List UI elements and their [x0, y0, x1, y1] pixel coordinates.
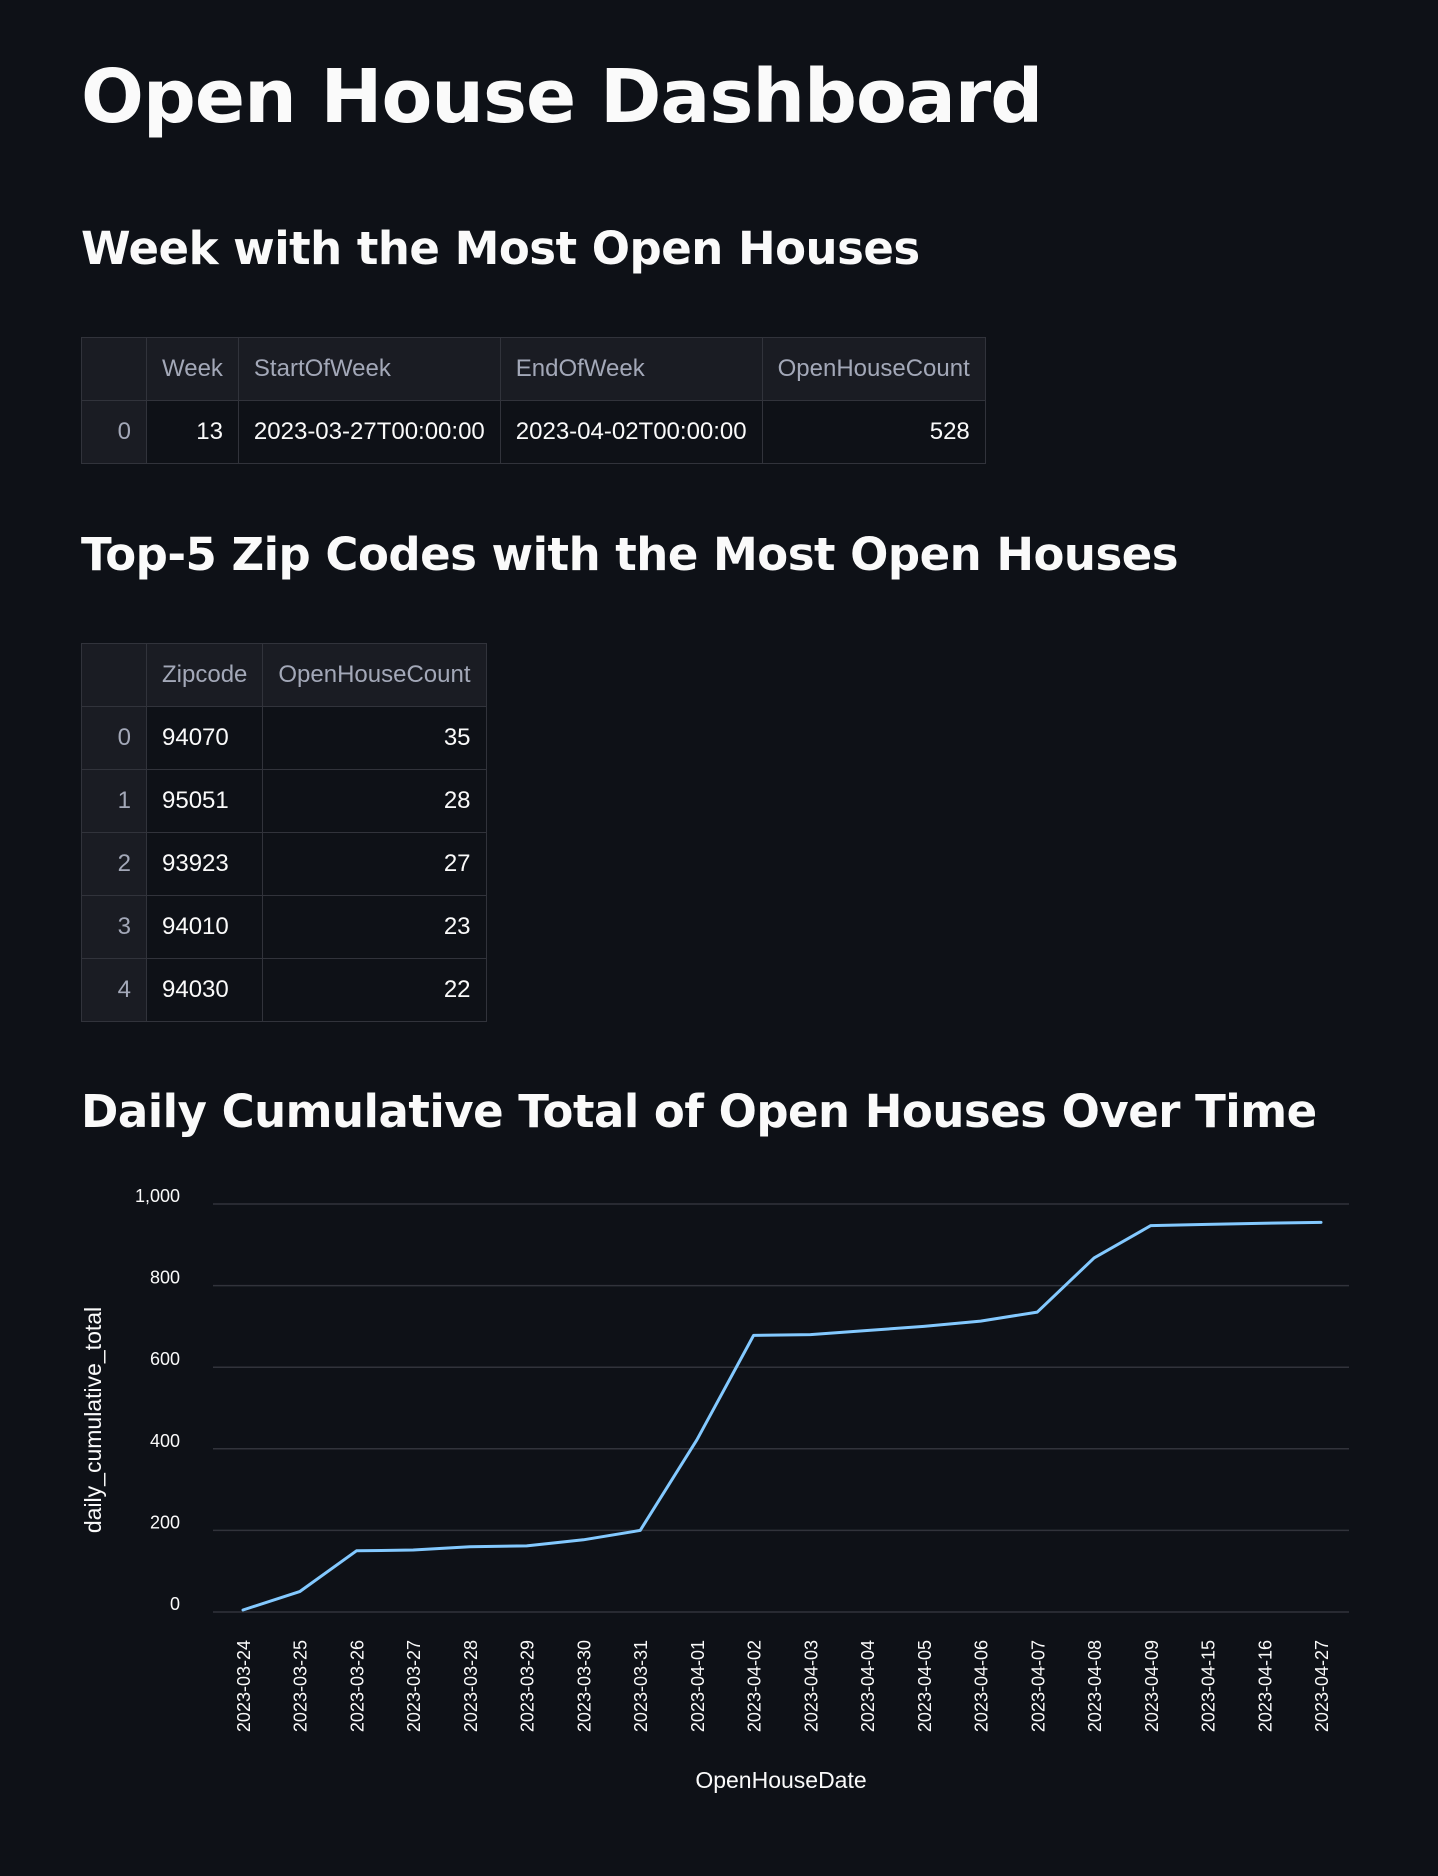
- x-tick-label: 2023-04-16: [1255, 1640, 1275, 1732]
- end-of-week-cell[interactable]: 2023-04-02T00:00:00: [499, 400, 763, 464]
- x-tick-label: 2023-04-01: [688, 1640, 708, 1732]
- section-heading-top-zipcodes: Top-5 Zip Codes with the Most Open House…: [81, 528, 1179, 581]
- top-zipcodes-table[interactable]: Zipcode OpenHouseCount 0 94070 35 1 9505…: [81, 643, 487, 1022]
- open-house-count-cell[interactable]: 528: [761, 400, 986, 464]
- row-index: 0: [81, 400, 147, 464]
- section-heading-top-week: Week with the Most Open Houses: [81, 222, 920, 275]
- x-tick-label: 2023-04-06: [972, 1640, 992, 1732]
- x-tick-label: 2023-04-09: [1142, 1640, 1162, 1732]
- zipcode-cell[interactable]: 94030: [145, 958, 264, 1022]
- open-house-count-cell[interactable]: 35: [262, 706, 487, 770]
- table-header-row: Zipcode OpenHouseCount: [81, 643, 487, 707]
- index-header: [81, 643, 147, 707]
- x-tick-label: 2023-04-07: [1028, 1640, 1048, 1732]
- column-header[interactable]: OpenHouseCount: [761, 337, 986, 401]
- open-house-count-cell[interactable]: 23: [262, 895, 487, 959]
- y-tick-label: 200: [150, 1512, 180, 1532]
- y-tick-label: 0: [170, 1594, 180, 1614]
- zipcode-cell[interactable]: 94070: [145, 706, 264, 770]
- x-tick-label: 2023-04-27: [1312, 1640, 1332, 1732]
- x-tick-label: 2023-03-30: [574, 1640, 594, 1732]
- series-line: [241, 1220, 1323, 1612]
- open-house-count-cell[interactable]: 28: [262, 769, 487, 833]
- x-tick-label: 2023-03-26: [347, 1640, 367, 1732]
- week-cell[interactable]: 13: [146, 400, 239, 464]
- x-tick-label: 2023-03-31: [631, 1640, 651, 1732]
- table-header-row: Week StartOfWeek EndOfWeek OpenHouseCoun…: [81, 337, 986, 401]
- section-heading-cumulative-chart: Daily Cumulative Total of Open Houses Ov…: [81, 1085, 1317, 1138]
- zipcode-cell[interactable]: 95051: [145, 769, 264, 833]
- row-index: 3: [81, 895, 147, 959]
- y-axis-title: daily_cumulative_total: [81, 1307, 106, 1533]
- zipcode-cell[interactable]: 94010: [145, 895, 264, 959]
- row-index: 4: [81, 958, 147, 1022]
- x-tick-label: 2023-04-04: [858, 1640, 878, 1732]
- open-house-count-cell[interactable]: 22: [262, 958, 487, 1022]
- chart-svg[interactable]: 0 200 400 600 800 1,000 2023-03-24 2023-03-25 20…: [80, 1180, 1371, 1800]
- row-index: 2: [81, 832, 147, 896]
- y-tick-label: 400: [150, 1431, 180, 1451]
- open-house-count-cell[interactable]: 27: [262, 832, 487, 896]
- x-axis-title: OpenHouseDate: [695, 1767, 866, 1793]
- table-row[interactable]: 0 94070 35: [81, 706, 487, 770]
- table-row[interactable]: 3 94010 23: [81, 895, 487, 959]
- y-tick-label: 600: [150, 1349, 180, 1369]
- row-index: 1: [81, 769, 147, 833]
- x-tick-label: 2023-04-02: [745, 1640, 765, 1732]
- row-index: 0: [81, 706, 147, 770]
- x-tick-label: 2023-04-05: [915, 1640, 935, 1732]
- column-header[interactable]: Week: [146, 337, 239, 401]
- column-header[interactable]: StartOfWeek: [237, 337, 501, 401]
- y-tick-label: 1,000: [135, 1186, 180, 1206]
- page-title: Open House Dashboard: [81, 54, 1043, 140]
- cumulative-line-chart[interactable]: 0 200 400 600 800 1,000 2023-03-24 2023-03-25 20…: [80, 1180, 1371, 1804]
- table-row[interactable]: 0 13 2023-03-27T00:00:00 2023-04-02T00:0…: [81, 400, 986, 464]
- x-tick-label: 2023-03-25: [291, 1640, 311, 1732]
- table-row[interactable]: 4 94030 22: [81, 958, 487, 1022]
- zipcode-cell[interactable]: 93923: [145, 832, 264, 896]
- index-header: [81, 337, 147, 401]
- y-tick-label: 800: [150, 1268, 180, 1288]
- column-header[interactable]: Zipcode: [145, 643, 264, 707]
- x-tick-label: 2023-03-29: [518, 1640, 538, 1732]
- x-tick-label: 2023-03-28: [461, 1640, 481, 1732]
- x-tick-label: 2023-04-08: [1085, 1640, 1105, 1732]
- x-tick-label: 2023-04-15: [1199, 1640, 1219, 1732]
- column-header[interactable]: OpenHouseCount: [262, 643, 487, 707]
- top-week-table[interactable]: Week StartOfWeek EndOfWeek OpenHouseCoun…: [81, 337, 986, 464]
- x-tick-label: 2023-03-24: [234, 1640, 254, 1732]
- column-header[interactable]: EndOfWeek: [499, 337, 763, 401]
- x-tick-label: 2023-04-03: [801, 1640, 821, 1732]
- table-row[interactable]: 1 95051 28: [81, 769, 487, 833]
- start-of-week-cell[interactable]: 2023-03-27T00:00:00: [237, 400, 501, 464]
- table-row[interactable]: 2 93923 27: [81, 832, 487, 896]
- x-tick-label: 2023-03-27: [404, 1640, 424, 1732]
